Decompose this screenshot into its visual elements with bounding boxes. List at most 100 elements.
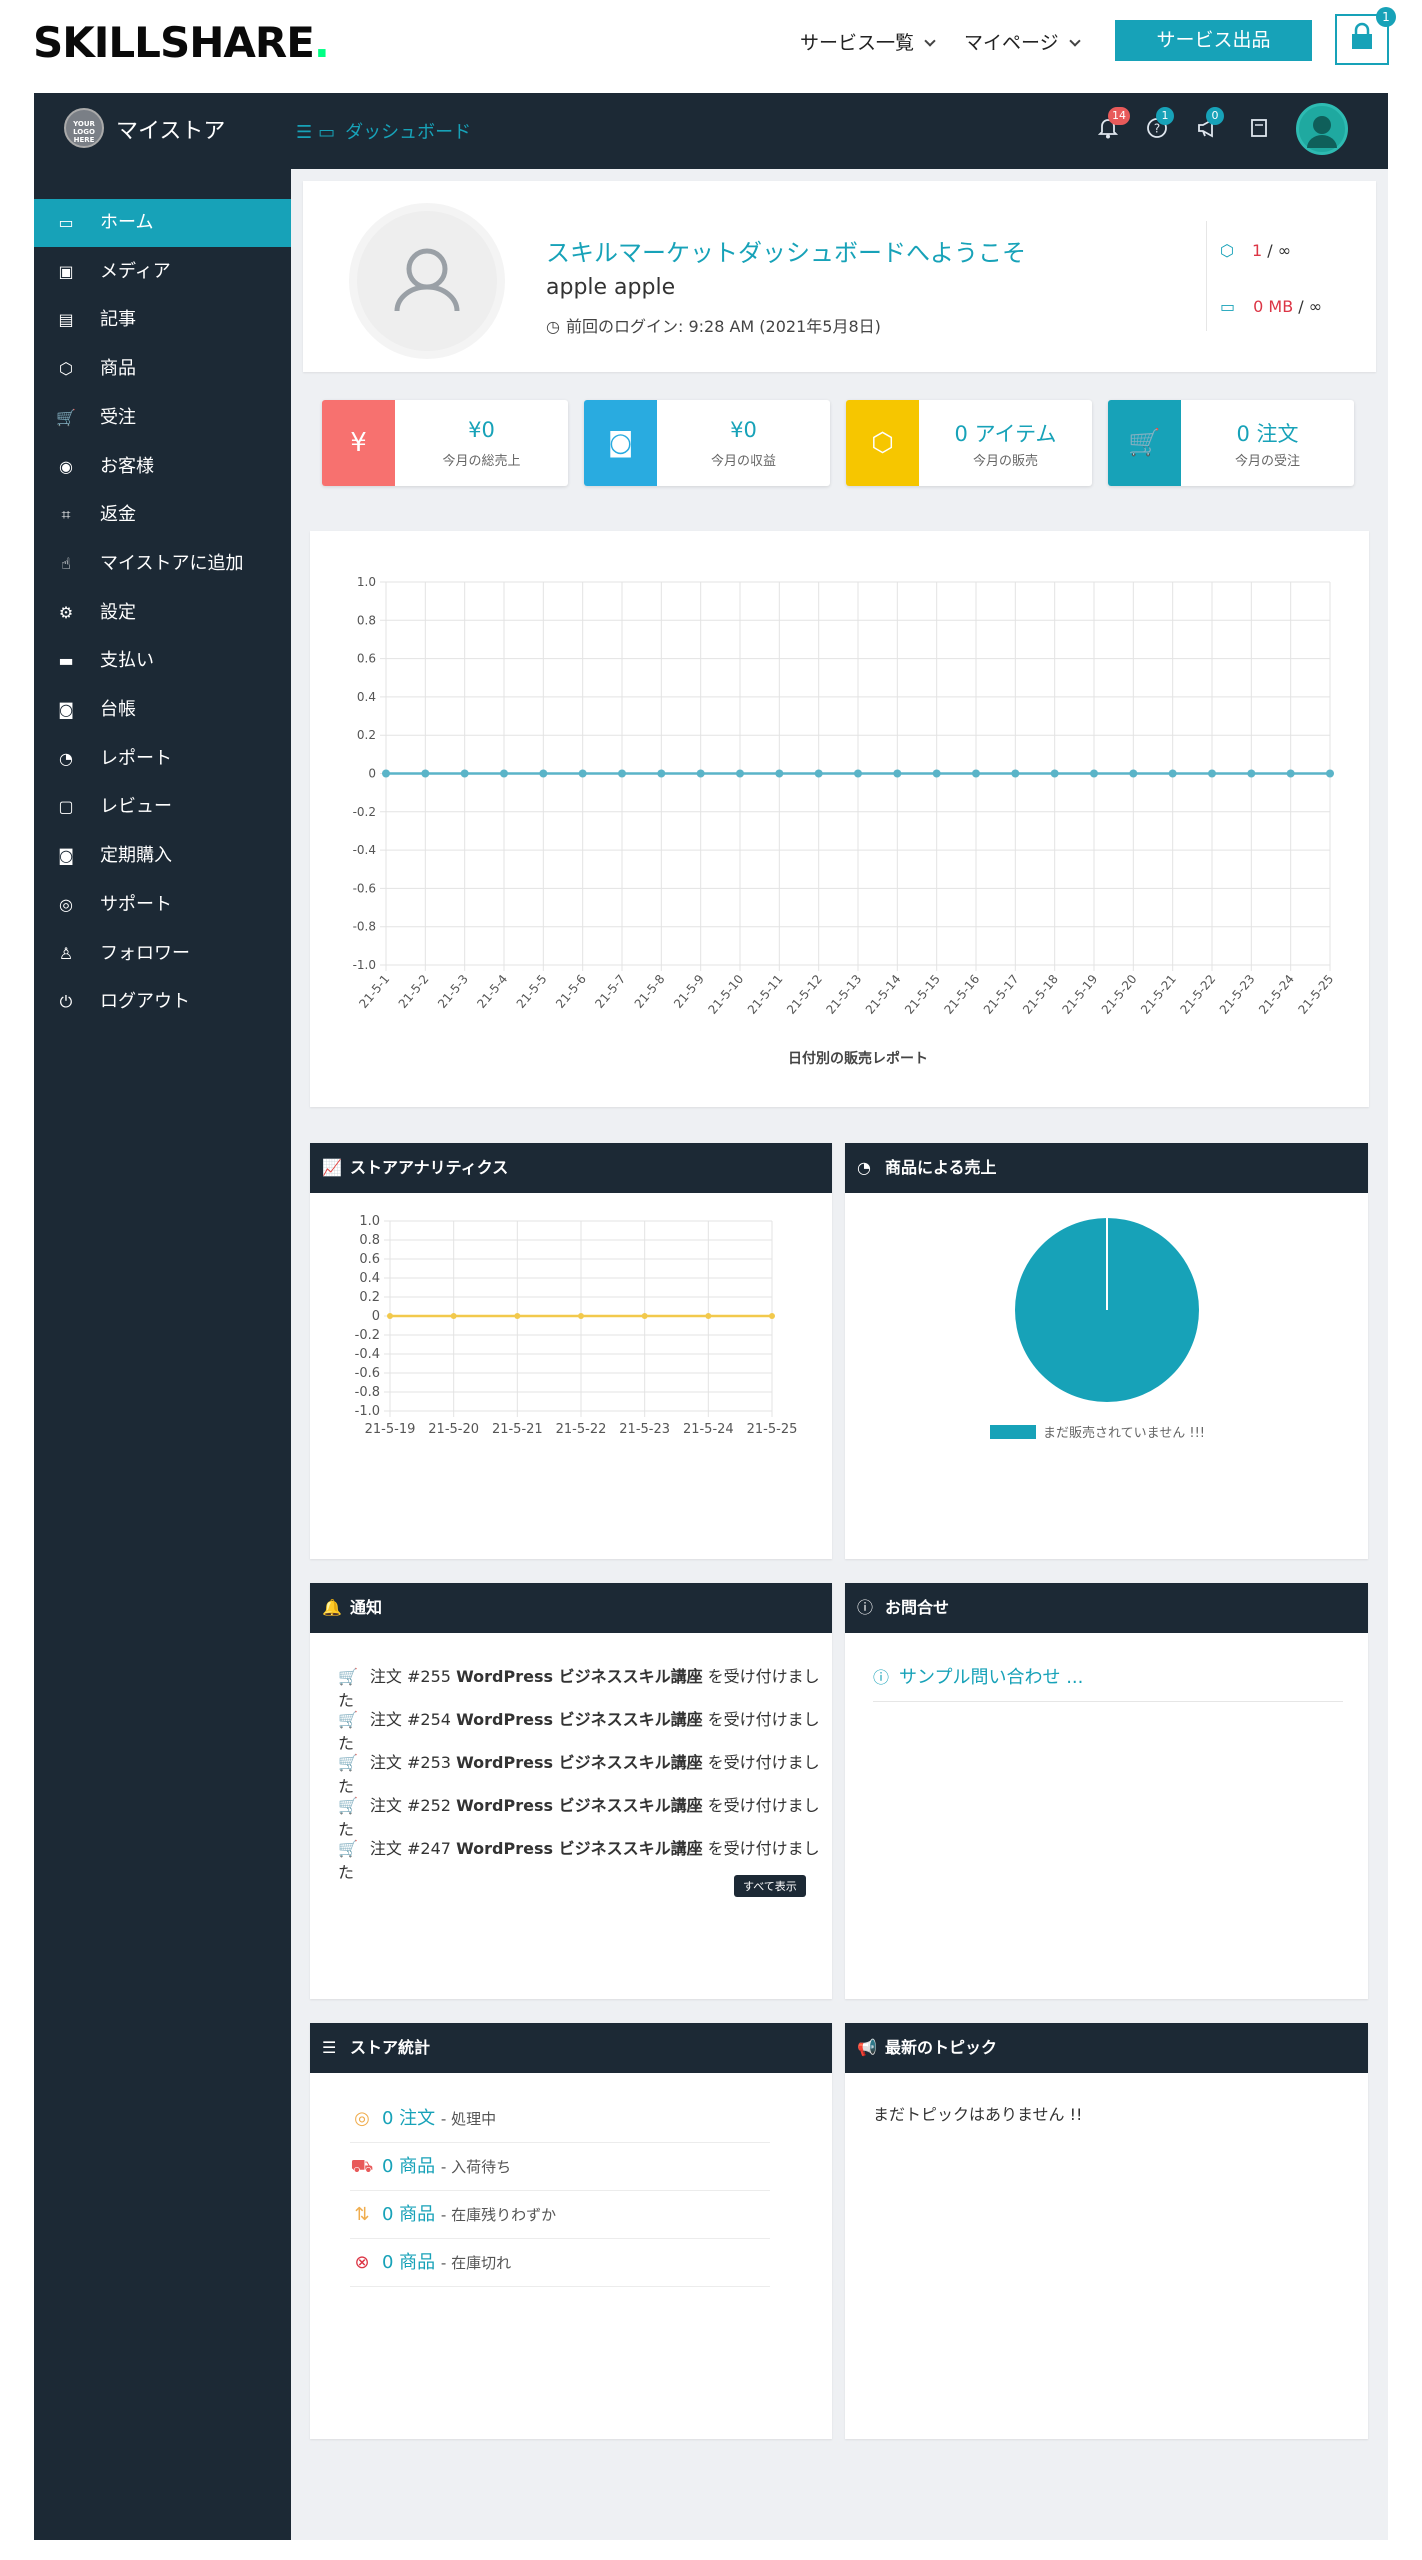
data-point — [1208, 769, 1216, 778]
sidebar-item[interactable]: ◔ レポート — [34, 735, 291, 783]
x-tick-label: 21-5-24 — [683, 1422, 734, 1437]
x-tick-label: 21-5-21 — [1138, 972, 1179, 1017]
monitor-icon: ▭ — [318, 122, 336, 143]
sidebar-item[interactable]: ▢ レビュー — [34, 783, 291, 831]
box-icon: ⬡ — [59, 359, 73, 379]
sidebar-item[interactable]: ◙ 定期購入 — [34, 832, 291, 880]
x-tick-label: 21-5-17 — [981, 972, 1022, 1017]
sidebar-item-label: お客様 — [100, 455, 154, 477]
notif-count-badge: 14 — [1108, 107, 1130, 125]
sample-inquiry-link[interactable]: ⓘ サンプル問い合わせ ... — [873, 1663, 1343, 1702]
menu-toggle-icon[interactable]: ☰ — [296, 122, 313, 143]
product-quota: ⬡ 1 / ∞ — [1220, 241, 1292, 260]
cart-icon: 🛒 — [338, 1667, 358, 1686]
y-tick-label: -0.4 — [353, 843, 376, 857]
notification-item[interactable]: 🛒 注文 #247 WordPress ビジネススキル講座 を受け付けました — [338, 1835, 832, 1883]
data-point — [618, 769, 626, 778]
user-avatar[interactable] — [1296, 103, 1348, 155]
store-stat-desc: - 処理中 — [440, 2110, 497, 2128]
y-tick-label: 0 — [372, 1309, 380, 1324]
sidebar-item[interactable]: ⚙ 設定 — [34, 589, 291, 637]
announcements-button[interactable]: 0 — [1196, 107, 1224, 144]
notification-item[interactable]: 🛒 注文 #255 WordPress ビジネススキル講座 を受け付けました — [338, 1663, 832, 1711]
y-tick-label: 0.4 — [357, 690, 376, 704]
total-sales-stat[interactable]: ¥ ¥0 今月の総売上 — [322, 400, 568, 486]
sell-service-button[interactable]: サービス出品 — [1115, 20, 1312, 61]
y-tick-label: 0 — [368, 767, 376, 781]
data-point — [854, 769, 862, 778]
x-tick-label: 21-5-5 — [514, 972, 550, 1011]
sidebar-item[interactable]: ◎ サポート — [34, 881, 291, 929]
store-logo[interactable]: YOUR LOGO HERE — [64, 108, 104, 148]
sidebar-item[interactable]: ⏻ ログアウト — [34, 978, 291, 1026]
sidebar-item[interactable]: ▤ 記事 — [34, 296, 291, 344]
notification-item[interactable]: 🛒 注文 #254 WordPress ビジネススキル講座 を受け付けました — [338, 1706, 832, 1754]
sidebar-item[interactable]: ♙ フォロワー — [34, 930, 291, 978]
sidebar-item-label: 記事 — [100, 309, 136, 331]
box-icon: ⬡ — [1220, 241, 1234, 260]
nav-mypage-dropdown[interactable]: マイページ — [964, 28, 1081, 55]
data-point — [769, 1313, 775, 1319]
notification-item[interactable]: 🛒 注文 #253 WordPress ビジネススキル講座 を受け付けました — [338, 1749, 832, 1797]
chevron-down-icon — [924, 35, 936, 47]
welcome-title: スキルマーケットダッシュボードへようこそ — [546, 239, 1026, 267]
notif-order: 注文 #252 — [369, 1796, 451, 1815]
store-stat-row[interactable]: ⇅ 0 商品 - 在庫残りわずか — [350, 2191, 770, 2239]
sidebar-item[interactable]: ▬ 支払い — [34, 637, 291, 685]
items-sold-stat[interactable]: ⬡ 0 アイテム 今月の販売 — [846, 400, 1092, 486]
store-name[interactable]: マイストア — [116, 119, 226, 144]
x-tick-label: 21-5-23 — [1217, 972, 1258, 1017]
skillshare-logo[interactable]: SKILLSHARE. — [33, 18, 330, 67]
x-tick-label: 21-5-8 — [632, 972, 668, 1011]
inquiries-card: ⓘ お問合せ ⓘ サンプル問い合わせ ... — [845, 1583, 1368, 1999]
stat-label: 今月の販売 — [972, 454, 1038, 469]
cart-button[interactable]: 1 — [1335, 7, 1396, 65]
x-tick-label: 21-5-12 — [784, 972, 825, 1017]
store-stat-row[interactable]: ⊗ 0 商品 - 在庫切れ — [350, 2239, 770, 2287]
sidebar-item[interactable]: ◉ お客様 — [34, 443, 291, 491]
x-tick-label: 21-5-11 — [745, 972, 786, 1017]
dashboard-header: YOUR LOGO HERE マイストア ☰ ▭ ダッシュボード 14 ? 1 0 — [34, 93, 1388, 169]
orders-stat[interactable]: 🛒 0 注文 今月の受注 — [1108, 400, 1354, 486]
notifications-bell[interactable]: 14 — [1097, 107, 1130, 144]
store-stat-row[interactable]: ◎ 0 注文 - 処理中 — [350, 2095, 770, 2143]
store-stat-row[interactable]: ⛟ 0 商品 - 入荷待ち — [350, 2143, 770, 2191]
hard-drive-icon: ▭ — [1220, 297, 1236, 316]
sidebar-item[interactable]: ☝ マイストアに追加 — [34, 540, 291, 588]
nav-services-dropdown[interactable]: サービス一覧 — [800, 28, 936, 55]
x-tick-label: 21-5-22 — [556, 1422, 607, 1437]
y-tick-label: 0.4 — [359, 1271, 380, 1286]
store-analytics-chart: 1.0 0.8 0.6 0.4 0.2 0 -0.2 -0.4 -0.6 -0.8 -1.0 21-5… — [355, 1214, 798, 1437]
storage-quota: ▭ 0 MB / ∞ — [1220, 297, 1323, 316]
help-button[interactable]: ? 1 — [1146, 107, 1174, 144]
sidebar-item[interactable]: ◙ 台帳 — [34, 686, 291, 734]
x-tick-label: 21-5-15 — [902, 972, 943, 1017]
stat-value: 0 アイテム — [954, 422, 1057, 446]
breadcrumb[interactable]: ☰ ▭ ダッシュボード — [296, 118, 471, 144]
view-all-button[interactable]: すべて表示 — [734, 1875, 806, 1897]
sidebar-item[interactable]: ▭ ホーム — [34, 199, 291, 247]
sidebar-item[interactable]: ⌗ 返金 — [34, 491, 291, 539]
sidebar-item-label: 返金 — [100, 504, 136, 526]
x-tick-label: 21-5-25 — [747, 1422, 798, 1437]
data-point — [450, 1313, 457, 1319]
stat-icon: 🛒 — [1108, 400, 1181, 486]
sidebar-item-label: ログアウト — [100, 991, 190, 1013]
sidebar-item[interactable]: 🛒 受注 — [34, 394, 291, 442]
pie-chart-icon: ◔ — [59, 748, 73, 768]
megaphone-icon — [1198, 118, 1213, 138]
sidebar-item[interactable]: ⬡ 商品 — [34, 345, 291, 393]
times-circle-icon: ⊗ — [354, 2252, 370, 2273]
sales-by-date-chart: 1.00.80.60.40.20-0.2-0.4-0.6-0.8-1.021-5… — [353, 575, 1337, 1067]
sidebar-item[interactable]: ▣ メディア — [34, 248, 291, 296]
store-stats-header: ☰ ストア統計 — [310, 2023, 832, 2073]
data-point — [421, 769, 430, 778]
book-button[interactable] — [1250, 117, 1268, 144]
notification-item[interactable]: 🛒 注文 #252 WordPress ビジネススキル講座 を受け付けました — [338, 1792, 832, 1840]
earnings-stat[interactable]: ◙ ¥0 今月の収益 — [584, 400, 830, 486]
notif-product: WordPress ビジネススキル講座 — [456, 1796, 703, 1815]
sidebar-item-label: フォロワー — [100, 942, 190, 964]
cart-icon: 🛒 — [338, 1753, 358, 1772]
profile-avatar[interactable] — [349, 203, 505, 359]
top-bar: SKILLSHARE. サービス一覧 マイページ サービス出品 1 — [0, 0, 1422, 93]
